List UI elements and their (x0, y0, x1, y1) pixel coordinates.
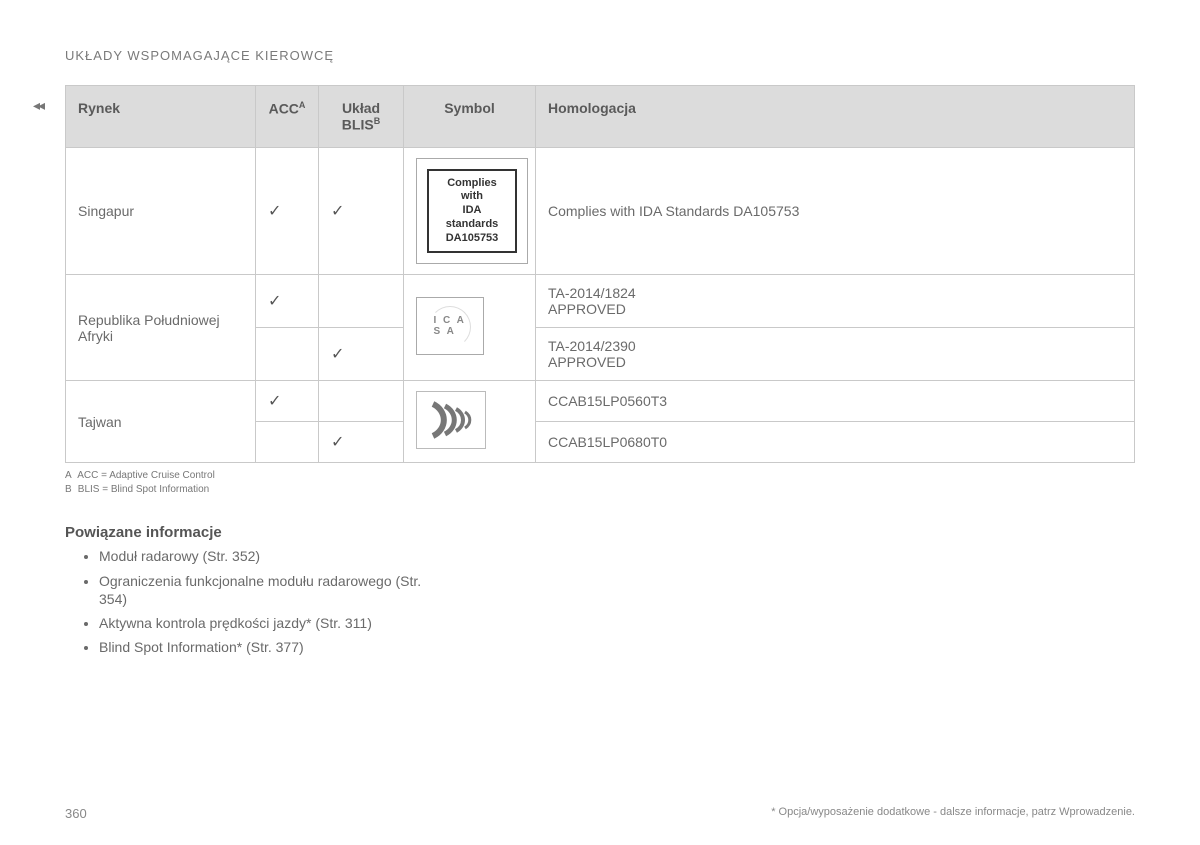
hom-line: APPROVED (548, 301, 626, 317)
header-symbol: Symbol (404, 86, 536, 148)
footnote-a-label: A (65, 469, 75, 483)
ida-l1: Complies with (447, 177, 497, 203)
header-blis-l1: Układ (342, 100, 380, 116)
related-info-title: Powiązane informacje (65, 524, 1135, 541)
homologation-table: Rynek ACCA Układ BLISB Symbol Homologacj… (65, 85, 1135, 463)
header-acc-text: ACC (269, 101, 299, 117)
list-item: Blind Spot Information* (Str. 377) (99, 638, 439, 656)
cell-acc (256, 328, 319, 381)
table-row: Tajwan ✓ CCAB15LP0560T3 (66, 381, 1135, 422)
cell-homologacja: Complies with IDA Standards DA105753 (536, 147, 1135, 275)
header-blis-sup: B (374, 116, 381, 126)
cell-symbol: Complies with IDA standards DA105753 (404, 147, 536, 275)
cell-blis: ✓ (319, 422, 404, 463)
cell-rynek: Singapur (66, 147, 256, 275)
page-footer: 360 * Opcja/wyposażenie dodatkowe - dals… (65, 806, 1135, 821)
related-info-list: Moduł radarowy (Str. 352) Ograniczenia f… (99, 547, 1135, 656)
check-icon: ✓ (268, 393, 281, 410)
cell-homologacja: TA-2014/2390 APPROVED (536, 328, 1135, 381)
check-icon: ✓ (331, 203, 344, 220)
header-rynek: Rynek (66, 86, 256, 148)
cell-rynek: Republika Południowej Afryki (66, 275, 256, 381)
cell-symbol (404, 381, 536, 463)
cell-symbol: I C A S A (404, 275, 536, 381)
header-blis: Układ BLISB (319, 86, 404, 148)
check-icon: ✓ (331, 346, 344, 363)
icasa-label: I C A S A (434, 315, 467, 337)
cell-blis: ✓ (319, 147, 404, 275)
footnote-b-label: B (65, 483, 75, 497)
hom-line: TA-2014/1824 (548, 285, 636, 301)
footnotes: A ACC = Adaptive Cruise Control B BLIS =… (65, 469, 1135, 496)
cell-blis (319, 275, 404, 328)
cell-homologacja: CCAB15LP0560T3 (536, 381, 1135, 422)
cell-rynek: Tajwan (66, 381, 256, 463)
cell-homologacja: CCAB15LP0680T0 (536, 422, 1135, 463)
cell-acc: ✓ (256, 275, 319, 328)
icasa-icon: I C A S A (416, 297, 484, 355)
cell-blis: ✓ (319, 328, 404, 381)
check-icon: ✓ (268, 293, 281, 310)
list-item: Ograniczenia funkcjonalne modułu radarow… (99, 572, 439, 608)
footnote-a-text: ACC = Adaptive Cruise Control (77, 470, 215, 481)
table-header-row: Rynek ACCA Układ BLISB Symbol Homologacj… (66, 86, 1135, 148)
ida-l2: IDA standards (446, 204, 499, 230)
table-row: Singapur ✓ ✓ Complies with IDA standards… (66, 147, 1135, 275)
taiwan-wave-icon (416, 391, 486, 449)
cell-blis (319, 381, 404, 422)
page-number: 360 (65, 806, 87, 821)
cell-acc: ✓ (256, 147, 319, 275)
ida-l3: DA105753 (446, 232, 499, 244)
table-row: Republika Południowej Afryki ✓ I C A S A… (66, 275, 1135, 328)
header-acc-sup: A (299, 100, 306, 110)
prev-page-marker-icon: ◂◂ (33, 97, 43, 114)
hom-line: TA-2014/2390 (548, 338, 636, 354)
check-icon: ✓ (268, 203, 281, 220)
footer-note: * Opcja/wyposażenie dodatkowe - dalsze i… (771, 806, 1135, 821)
section-title: UKŁADY WSPOMAGAJĄCE KIEROWCĘ (65, 48, 1135, 63)
footnote-b-text: BLIS = Blind Spot Information (78, 484, 209, 495)
header-homologacja: Homologacja (536, 86, 1135, 148)
list-item: Moduł radarowy (Str. 352) (99, 547, 439, 565)
header-blis-l2: BLIS (342, 117, 374, 133)
cell-homologacja: TA-2014/1824 APPROVED (536, 275, 1135, 328)
ida-standards-icon: Complies with IDA standards DA105753 (416, 158, 528, 265)
hom-line: APPROVED (548, 354, 626, 370)
list-item: Aktywna kontrola prędkości jazdy* (Str. … (99, 614, 439, 632)
header-acc: ACCA (256, 86, 319, 148)
cell-acc (256, 422, 319, 463)
check-icon: ✓ (331, 434, 344, 451)
cell-acc: ✓ (256, 381, 319, 422)
